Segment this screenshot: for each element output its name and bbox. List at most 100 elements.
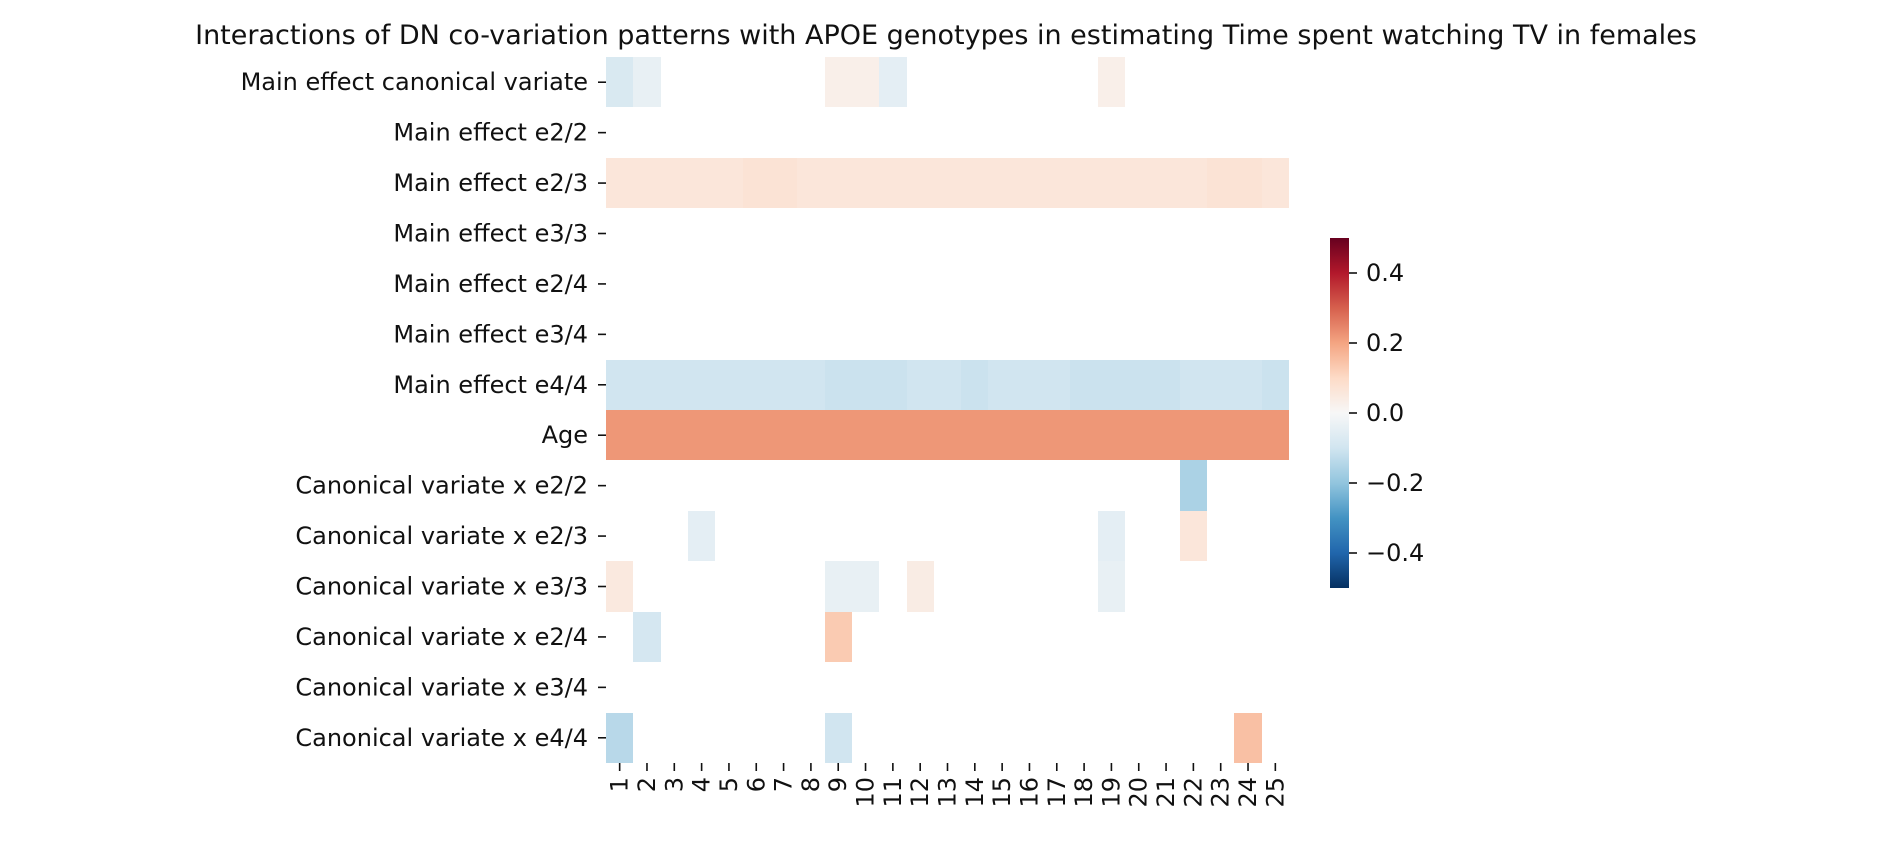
heatmap-cell	[825, 612, 852, 662]
heatmap-cell	[633, 57, 661, 107]
colorbar-tick-label: 0.0	[1366, 399, 1404, 427]
column-label: 24	[1234, 777, 1262, 808]
heatmap-cell	[688, 410, 715, 460]
heatmap-cell	[1262, 158, 1289, 208]
heatmap-cell	[1098, 360, 1125, 410]
heatmap-cell	[907, 561, 934, 612]
heatmap-cell	[688, 360, 715, 410]
column-label: 5	[715, 777, 743, 792]
heatmap-cell	[907, 410, 934, 460]
column-label: 9	[824, 777, 852, 792]
heatmap-cell	[1125, 410, 1152, 460]
heatmap-cell	[1070, 360, 1098, 410]
heatmap-cell	[606, 57, 633, 107]
heatmap-cell	[1043, 158, 1070, 208]
heatmap-cell	[825, 57, 852, 107]
heatmap-cell	[852, 561, 879, 612]
heatmap-cell	[606, 360, 633, 410]
heatmap-cell	[961, 410, 988, 460]
column-label: 23	[1207, 777, 1235, 808]
heatmap-cell	[1180, 460, 1207, 511]
heatmap-cells	[606, 57, 1289, 763]
row-label: Main effect e4/4	[393, 371, 588, 399]
heatmap-cell	[1016, 410, 1043, 460]
heatmap-cell	[907, 158, 934, 208]
heatmap-cell	[1180, 410, 1207, 460]
column-label: 20	[1125, 777, 1153, 808]
heatmap-cell	[743, 360, 770, 410]
row-labels: Main effect canonical variate Main effect…	[241, 68, 606, 752]
heatmap-cell	[852, 158, 879, 208]
heatmap-cell	[633, 360, 661, 410]
heatmap-cell	[633, 410, 661, 460]
heatmap-cell	[1262, 360, 1289, 410]
heatmap-cell	[1207, 158, 1234, 208]
heatmap-cell	[825, 561, 852, 612]
heatmap-cell	[770, 158, 797, 208]
column-label: 10	[852, 777, 880, 808]
heatmap-cell	[633, 612, 661, 662]
heatmap-cell	[770, 410, 797, 460]
heatmap-cell	[988, 158, 1016, 208]
column-label: 11	[879, 777, 907, 808]
heatmap-cell	[934, 360, 961, 410]
heatmap-cell	[852, 410, 879, 460]
heatmap-cell	[1234, 410, 1262, 460]
column-label: 16	[1015, 777, 1043, 808]
heatmap-cell	[825, 158, 852, 208]
row-label: Main effect e3/4	[393, 320, 588, 348]
heatmap-cell	[1070, 158, 1098, 208]
heatmap-cell	[1125, 158, 1152, 208]
column-label: 12	[906, 777, 934, 808]
row-label: Main effect e2/3	[393, 169, 588, 197]
heatmap-cell	[1098, 410, 1125, 460]
heatmap-cell	[879, 158, 907, 208]
heatmap-cell	[1207, 360, 1234, 410]
column-label: 14	[961, 777, 989, 808]
row-label: Age	[542, 421, 588, 449]
colorbar-tick-label: 0.4	[1366, 259, 1404, 287]
heatmap-cell	[1016, 360, 1043, 410]
heatmap-cell	[743, 158, 770, 208]
row-label: Main effect e2/4	[393, 270, 588, 298]
column-label: 4	[688, 777, 716, 792]
colorbar-tick-label: 0.2	[1366, 329, 1404, 357]
column-label: 1	[606, 777, 634, 792]
heatmap-cell	[1070, 410, 1098, 460]
column-label: 21	[1152, 777, 1180, 808]
heatmap-cell	[825, 713, 852, 763]
column-label: 2	[633, 777, 661, 792]
heatmap-cell	[1098, 561, 1125, 612]
column-label: 18	[1070, 777, 1098, 808]
heatmap-cell	[797, 158, 825, 208]
heatmap-cell	[715, 158, 743, 208]
row-label: Canonical variate x e2/3	[295, 522, 588, 550]
heatmap-cell	[879, 57, 907, 107]
heatmap-cell	[661, 410, 688, 460]
heatmap-cell	[715, 360, 743, 410]
heatmap-cell	[825, 360, 852, 410]
column-label: 15	[988, 777, 1016, 808]
row-label: Main effect e3/3	[393, 220, 588, 248]
heatmap-cell	[1180, 360, 1207, 410]
heatmap-cell	[825, 410, 852, 460]
heatmap-cell	[1180, 158, 1207, 208]
heatmap-cell	[606, 158, 633, 208]
heatmap-cell	[743, 410, 770, 460]
heatmap-cell	[606, 410, 633, 460]
heatmap-cell	[1180, 511, 1207, 561]
heatmap-cell	[1098, 158, 1125, 208]
heatmap-cell	[715, 410, 743, 460]
heatmap-cell	[797, 410, 825, 460]
heatmap-cell	[879, 360, 907, 410]
column-label: 13	[934, 777, 962, 808]
column-label: 17	[1043, 777, 1071, 808]
row-label: Canonical variate x e4/4	[295, 724, 588, 752]
heatmap-cell	[1152, 410, 1180, 460]
heatmap-cell	[934, 410, 961, 460]
chart-title: Interactions of DN co-variation patterns…	[195, 20, 1697, 51]
heatmap-cell	[661, 158, 688, 208]
column-labels: 1 2 3 4 5 6 7 8 9 10 11 12 13 14 15 16 17 18 19 20 21 22 23 24 2…	[606, 763, 1289, 808]
